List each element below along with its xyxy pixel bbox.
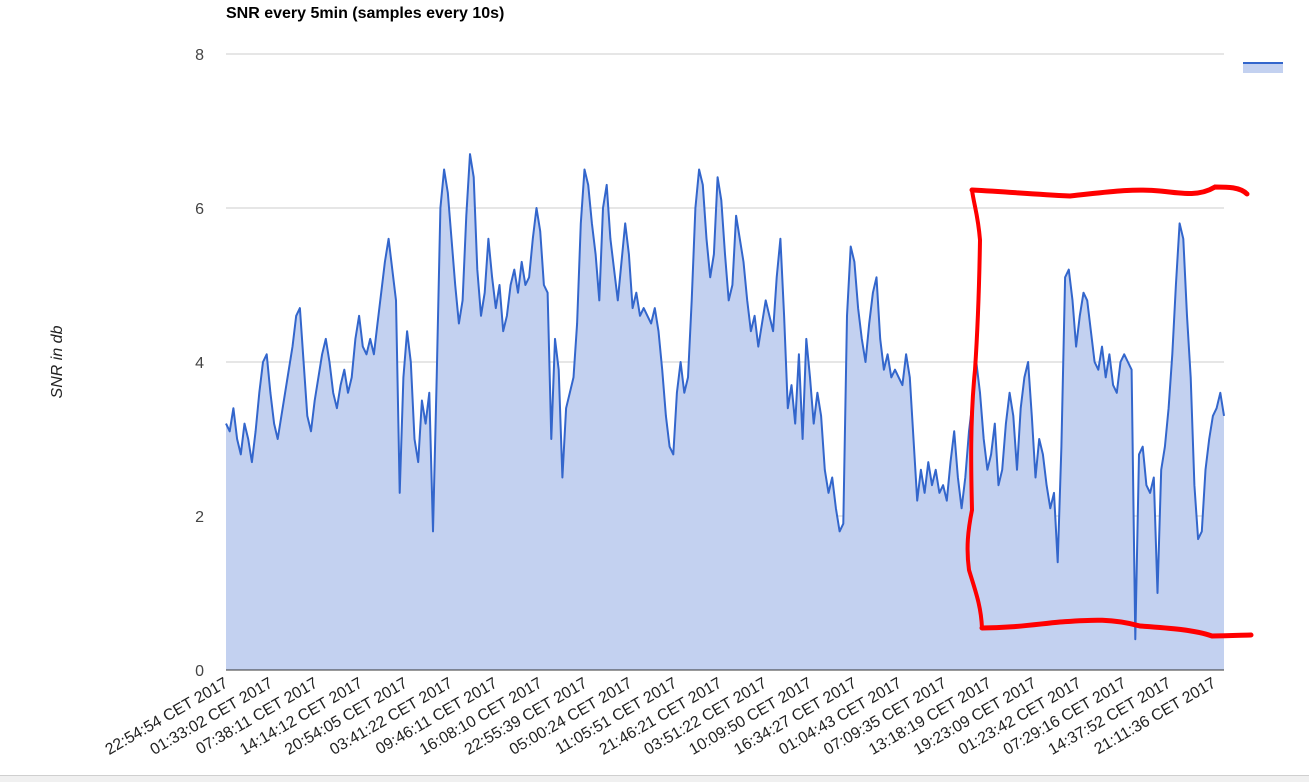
horizontal-scrollbar[interactable] (0, 775, 1309, 782)
series-snr (225, 153, 1225, 671)
y-axis-ticks: 0 2 4 6 8 (195, 47, 204, 680)
series-area (226, 154, 1224, 671)
y-axis-label: SNR in db (49, 325, 66, 398)
y-tick-label: 4 (195, 355, 204, 372)
legend-swatch (1243, 62, 1283, 73)
y-tick-label: 8 (195, 47, 204, 64)
annotation-top-stroke (969, 184, 1250, 199)
annotation-bottom-stroke (979, 617, 1254, 639)
legend[interactable] (1243, 62, 1283, 73)
red-hand-drawn-annotation (965, 184, 1254, 639)
y-tick-label: 2 (195, 509, 204, 526)
annotation-left-stroke (965, 188, 984, 630)
y-tick-label: 0 (195, 663, 204, 680)
series-line (225, 153, 1225, 641)
chart-title: SNR every 5min (samples every 10s) (226, 5, 504, 22)
y-tick-label: 6 (195, 201, 204, 218)
